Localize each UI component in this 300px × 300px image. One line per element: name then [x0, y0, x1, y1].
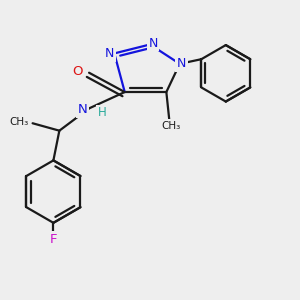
Text: N: N: [176, 57, 186, 70]
Text: N: N: [148, 37, 158, 50]
Text: O: O: [72, 65, 83, 78]
Text: N: N: [78, 103, 88, 116]
Text: N: N: [105, 47, 115, 60]
Text: H: H: [98, 106, 107, 119]
Text: CH₃: CH₃: [10, 117, 29, 127]
Text: F: F: [50, 233, 57, 246]
Text: CH₃: CH₃: [161, 121, 180, 130]
